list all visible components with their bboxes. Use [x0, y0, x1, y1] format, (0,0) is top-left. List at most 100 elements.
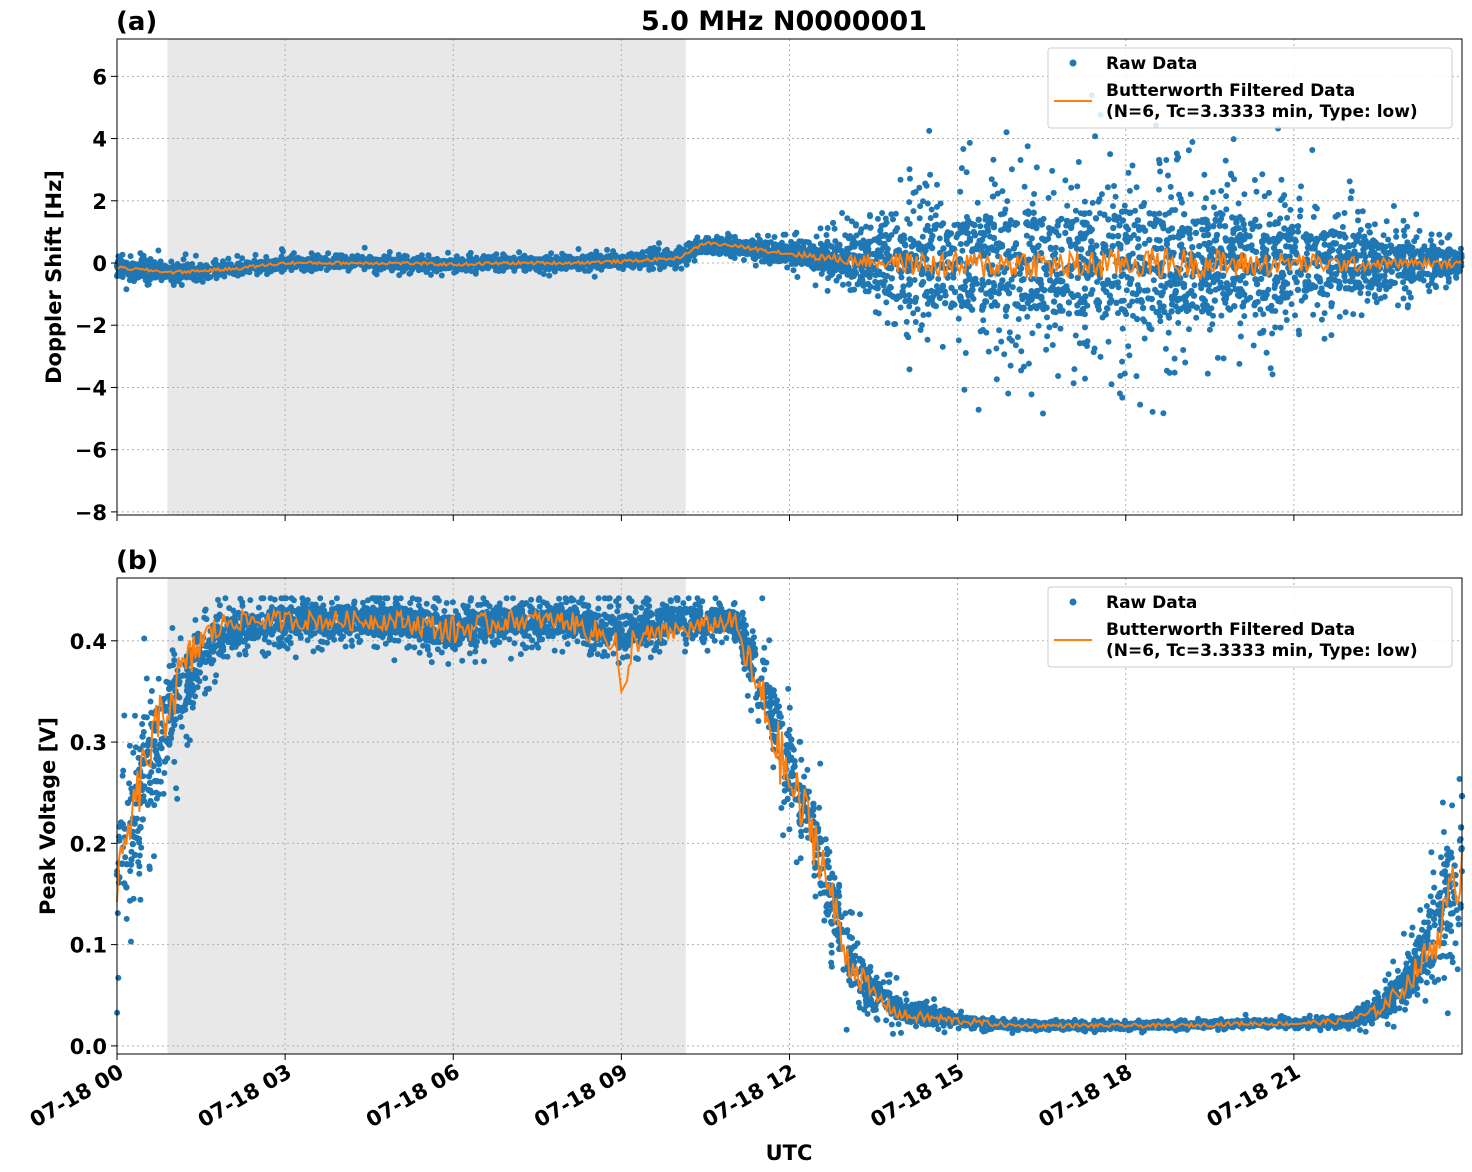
raw-data-point: [1259, 244, 1267, 251]
raw-data-point: [918, 243, 925, 250]
raw-data-point: [879, 210, 886, 216]
raw-data-point: [884, 320, 891, 327]
raw-data-point: [1041, 287, 1048, 294]
raw-data-point: [993, 345, 1000, 352]
raw-data-point: [1413, 234, 1420, 241]
raw-data-point: [1077, 230, 1085, 237]
raw-data-point: [1350, 311, 1357, 318]
raw-data-point: [1390, 1023, 1397, 1030]
raw-data-point: [951, 288, 959, 296]
raw-data-point: [1242, 280, 1249, 287]
raw-data-point: [1079, 295, 1087, 303]
raw-data-point: [850, 238, 858, 245]
raw-data-point: [1252, 311, 1259, 318]
raw-data-point: [1214, 354, 1221, 361]
raw-data-point: [1416, 227, 1423, 234]
raw-data-point: [917, 203, 924, 210]
raw-data-point: [1140, 316, 1146, 323]
raw-data-point: [877, 279, 885, 286]
raw-data-point: [1357, 226, 1364, 233]
raw-data-point: [1183, 307, 1191, 315]
raw-data-point: [1092, 133, 1099, 140]
raw-data-point: [842, 232, 849, 239]
raw-data-point: [1138, 298, 1146, 306]
raw-data-point: [828, 243, 835, 250]
raw-data-point: [919, 233, 926, 240]
legend-raw-marker-a: [1069, 59, 1077, 67]
raw-data-point: [897, 304, 904, 311]
raw-data-point: [1182, 298, 1189, 305]
raw-data-point: [1106, 292, 1114, 299]
raw-data-point: [975, 406, 982, 413]
raw-data-point: [1024, 143, 1031, 150]
y-tick-label: 6: [92, 65, 107, 89]
raw-data-point: [1052, 228, 1060, 235]
raw-data-point: [1175, 320, 1182, 326]
raw-data-point: [796, 238, 803, 245]
raw-data-point: [1116, 222, 1123, 229]
raw-data-point: [1110, 203, 1116, 210]
raw-data-point: [1319, 252, 1326, 259]
raw-data-point: [1092, 215, 1100, 222]
raw-data-point: [1075, 159, 1082, 165]
raw-data-point: [1400, 217, 1407, 224]
raw-data-point: [1071, 366, 1078, 373]
raw-data-point: [1266, 189, 1272, 196]
panel-label-b: (b): [116, 546, 158, 576]
raw-data-point: [1123, 223, 1130, 230]
raw-data-point: [880, 271, 887, 279]
raw-data-point: [957, 188, 964, 195]
raw-data-point: [1182, 359, 1189, 366]
raw-data-point: [691, 257, 698, 264]
raw-data-point: [1263, 349, 1270, 356]
raw-data-point: [1332, 270, 1340, 278]
raw-data-point: [1079, 305, 1087, 313]
raw-data-point: [1201, 171, 1208, 178]
raw-data-point: [974, 199, 981, 206]
raw-data-point: [1407, 294, 1414, 301]
raw-data-point: [1309, 147, 1316, 153]
raw-data-point: [1053, 271, 1061, 278]
raw-data-point: [1146, 325, 1153, 331]
raw-data-point: [1269, 371, 1276, 378]
raw-data-point: [310, 648, 317, 655]
raw-data-point: [907, 175, 913, 182]
raw-data-point: [263, 254, 270, 260]
raw-data-point: [1292, 249, 1300, 256]
raw-data-point: [127, 253, 134, 260]
raw-data-point: [1173, 150, 1180, 157]
raw-data-point: [821, 242, 829, 249]
raw-data-point: [1150, 277, 1157, 284]
raw-data-point: [905, 281, 913, 288]
raw-data-point: [1237, 320, 1244, 327]
raw-data-point: [1288, 301, 1295, 308]
raw-data-point: [1224, 283, 1231, 290]
raw-data-point: [1457, 250, 1464, 258]
raw-data-point: [1174, 297, 1181, 304]
raw-data-point: [1453, 274, 1460, 281]
raw-data-point: [1208, 305, 1215, 312]
raw-data-point: [1033, 287, 1041, 295]
raw-data-point: [874, 285, 881, 292]
raw-data-point: [1111, 212, 1118, 220]
raw-data-point: [1031, 191, 1038, 197]
raw-data-point: [115, 253, 122, 260]
raw-data-point: [1196, 242, 1203, 250]
raw-data-point: [170, 274, 177, 281]
raw-data-point: [396, 272, 403, 279]
raw-data-point: [656, 240, 662, 247]
raw-data-point: [1055, 373, 1062, 379]
raw-data-point: [1294, 286, 1302, 293]
raw-data-point: [923, 290, 930, 297]
raw-data-point: [1094, 297, 1101, 304]
raw-data-point: [1071, 241, 1079, 248]
raw-data-point: [1321, 258, 1329, 265]
raw-data-point: [932, 212, 939, 219]
y-tick-label: −2: [75, 314, 107, 338]
raw-data-point: [1436, 231, 1443, 238]
raw-data-point: [824, 287, 831, 294]
raw-data-point: [1058, 215, 1065, 223]
raw-data-point: [1277, 215, 1284, 222]
raw-data-point: [903, 318, 910, 325]
